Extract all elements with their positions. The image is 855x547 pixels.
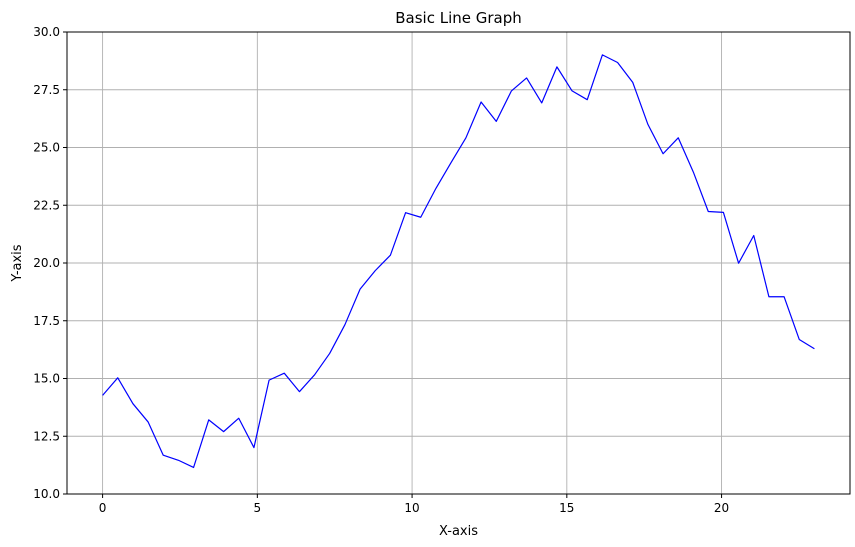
x-axis-ticks: 0 5 10 15 20 xyxy=(99,494,729,515)
series-line xyxy=(102,54,815,469)
grid xyxy=(67,31,850,495)
y-axis-label: Y-axis xyxy=(10,244,25,282)
y-axis-ticks: 10.0 12.5 15.0 17.5 20.0 22.5 25.0 27.5 30.0 xyxy=(33,25,67,501)
y-tick-label: 15.0 xyxy=(33,372,60,386)
y-tick-label: 12.5 xyxy=(33,429,60,443)
x-axis-label: X-axis xyxy=(439,524,478,539)
y-tick-label: 10.0 xyxy=(33,487,60,501)
x-tick-label: 15 xyxy=(559,501,574,515)
y-tick-label: 20.0 xyxy=(33,256,60,270)
series-layer xyxy=(102,54,815,469)
x-tick-label: 20 xyxy=(714,501,729,515)
x-tick-label: 10 xyxy=(404,501,419,515)
y-tick-label: 17.5 xyxy=(33,314,60,328)
y-tick-label: 22.5 xyxy=(33,198,60,212)
y-tick-label: 30.0 xyxy=(33,25,60,39)
x-tick-label: 5 xyxy=(254,501,262,515)
y-tick-label: 27.5 xyxy=(33,83,60,97)
x-tick-label: 0 xyxy=(99,501,107,515)
chart-title: Basic Line Graph xyxy=(395,9,522,27)
y-tick-label: 25.0 xyxy=(33,141,60,155)
